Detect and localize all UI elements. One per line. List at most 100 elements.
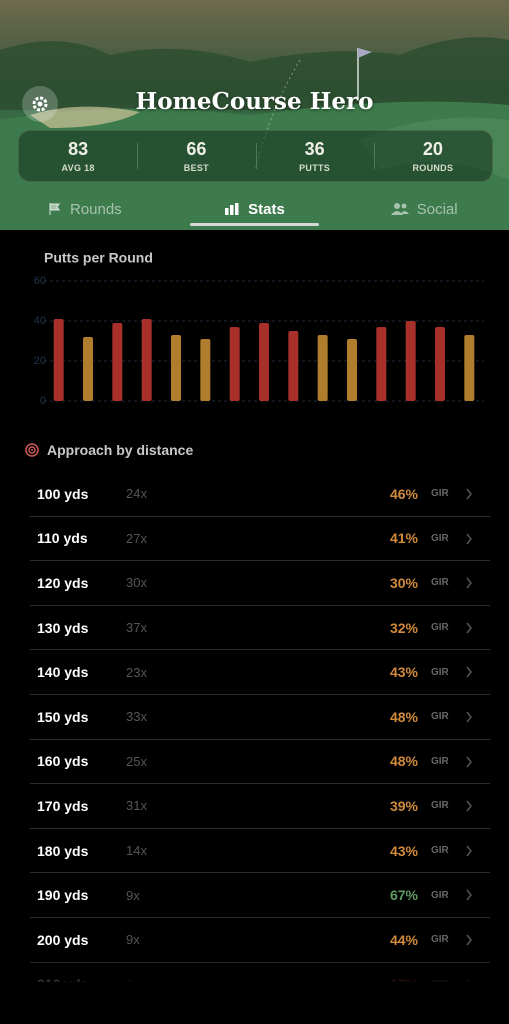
chevron-path xyxy=(466,577,472,589)
shot-count: 37x xyxy=(126,620,147,636)
tab[interactable]: Stats xyxy=(170,188,340,230)
distance: 170 yds xyxy=(37,797,89,814)
chevron xyxy=(466,845,472,857)
shot-count: 9x xyxy=(126,932,140,948)
gir-unit: GIR xyxy=(431,666,449,678)
chevron-path xyxy=(466,756,472,768)
gir-unit: GIR xyxy=(431,577,449,589)
tab[interactable]: Rounds xyxy=(0,188,170,230)
shot-count: 9x xyxy=(126,887,140,903)
stat: 36 PUTTS xyxy=(255,131,374,181)
header: HomeCourse Hero 83 AVG 18 66 BEST 36 PUTTS 20 R… xyxy=(0,0,509,230)
bar xyxy=(171,335,181,401)
distance: 110 yds xyxy=(37,530,88,547)
stat-label: AVG 18 xyxy=(61,163,95,173)
tab[interactable]: Social xyxy=(339,188,509,230)
gir-percent: 48% xyxy=(389,708,418,725)
stats-card: 83 AVG 18 66 BEST 36 PUTTS 20 ROUNDS xyxy=(18,130,493,182)
approach-row[interactable]: 110 yds 27x 41% GIR xyxy=(30,517,490,562)
approach-row[interactable]: 190 yds 9x 67% GIR xyxy=(30,873,490,918)
approach-row[interactable]: 200 yds 9x 44% GIR xyxy=(30,918,490,963)
shot-count: 27x xyxy=(126,530,147,546)
flag-icon xyxy=(49,203,61,215)
distance: 190 yds xyxy=(37,887,89,904)
distance: 130 yds xyxy=(37,619,89,636)
scroll-fade xyxy=(0,960,509,990)
chevron-path xyxy=(466,800,472,812)
y-tick-label: 40 xyxy=(34,315,46,327)
putts-chart: Putts per Round 0 20 40 60 xyxy=(34,250,484,407)
chevron xyxy=(466,533,472,545)
approach-row[interactable]: 170 yds 31x 39% GIR xyxy=(30,784,490,829)
approach-row[interactable]: 180 yds 14x 43% GIR xyxy=(30,829,490,874)
gir-unit: GIR xyxy=(431,532,449,544)
approach-row[interactable]: 140 yds 23x 43% GIR xyxy=(30,650,490,695)
bar xyxy=(259,323,269,401)
stat-label: BEST xyxy=(183,163,209,173)
gir-unit: GIR xyxy=(431,845,449,857)
gir-unit: GIR xyxy=(431,934,449,946)
distance: 200 yds xyxy=(37,931,89,948)
approach-row[interactable]: 130 yds 37x 32% GIR xyxy=(30,606,490,651)
stat: 83 AVG 18 xyxy=(19,131,137,181)
gir-percent: 43% xyxy=(389,664,418,681)
bar xyxy=(435,327,445,401)
approach-list: 100 yds 24x 46% GIR 110 yds 27x 41% GIR 120 yds 3… xyxy=(30,472,490,982)
stat: 66 BEST xyxy=(137,131,255,181)
gir-percent: 48% xyxy=(389,753,418,770)
gir-unit: GIR xyxy=(431,800,449,812)
bar xyxy=(376,327,387,401)
y-tick-label: 0 xyxy=(40,395,46,407)
tab-bar: Rounds Stats Social xyxy=(0,188,509,230)
approach-row[interactable]: 120 yds 30x 30% GIR xyxy=(30,561,490,606)
chevron xyxy=(466,666,472,678)
gir-unit: GIR xyxy=(431,488,449,500)
approach-row[interactable]: 160 yds 25x 48% GIR xyxy=(30,740,490,785)
gir-percent: 46% xyxy=(389,485,418,502)
chevron-path xyxy=(466,711,472,723)
distance: 140 yds xyxy=(37,664,89,681)
chevron xyxy=(466,577,472,589)
shot-count: 14x xyxy=(126,843,147,859)
bar xyxy=(464,335,475,401)
chevron xyxy=(466,711,472,723)
bar xyxy=(53,319,64,401)
gear-icon xyxy=(32,96,48,112)
shot-count: 33x xyxy=(126,709,147,725)
stat-value: 36 xyxy=(304,139,325,159)
chevron-path xyxy=(466,622,472,634)
stat-label: ROUNDS xyxy=(412,163,454,173)
bar xyxy=(405,321,416,401)
bar xyxy=(288,331,299,401)
shot-count: 30x xyxy=(126,575,147,591)
gir-percent: 43% xyxy=(389,842,418,859)
gir-percent: 44% xyxy=(389,931,418,948)
bar xyxy=(347,339,357,401)
tab-label: Stats xyxy=(248,200,285,218)
shot-count: 31x xyxy=(126,798,147,814)
stat-label: PUTTS xyxy=(299,163,331,173)
distance: 100 yds xyxy=(37,485,89,502)
chevron-path xyxy=(466,533,472,545)
stat-value: 83 xyxy=(68,139,89,159)
chevron-path xyxy=(466,666,472,678)
distance: 180 yds xyxy=(37,842,89,859)
settings-button[interactable] xyxy=(22,86,58,122)
bottom-bar xyxy=(0,990,509,1024)
chevron-path xyxy=(466,934,472,946)
gir-percent: 67% xyxy=(389,887,418,904)
y-tick-label: 20 xyxy=(34,355,46,367)
distance: 120 yds xyxy=(37,574,89,591)
y-tick-label: 60 xyxy=(34,275,46,287)
bar xyxy=(200,339,211,401)
gir-percent: 41% xyxy=(389,530,418,547)
shot-count: 24x xyxy=(126,486,147,502)
approach-row[interactable]: 100 yds 24x 46% GIR xyxy=(30,472,490,517)
bar xyxy=(83,337,93,401)
stat-value: 66 xyxy=(186,139,207,159)
chevron-path xyxy=(466,889,472,901)
distance: 150 yds xyxy=(37,708,89,725)
gir-percent: 30% xyxy=(389,574,418,591)
approach-row[interactable]: 150 yds 33x 48% GIR xyxy=(30,695,490,740)
